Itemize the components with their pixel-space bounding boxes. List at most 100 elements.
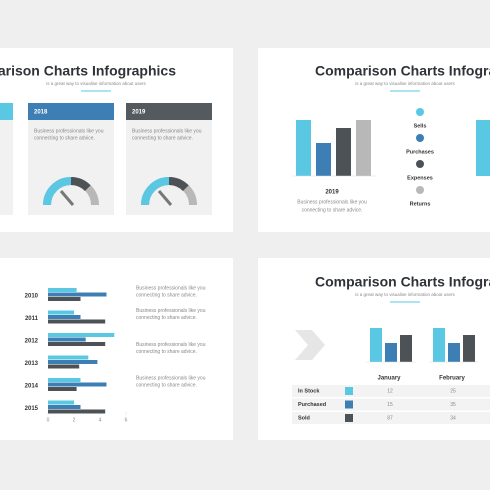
- slide-title: Comparison Charts Infographics: [315, 274, 490, 290]
- x-tick-label: 6: [125, 417, 128, 423]
- bar: [48, 409, 106, 414]
- caption: Business professionals like you: [297, 199, 367, 205]
- slide-subtitle: is a great way to visualise information …: [355, 81, 455, 86]
- note: connecting to share advice.: [136, 315, 197, 321]
- legend-dot: [416, 186, 424, 194]
- bar: [370, 328, 382, 362]
- legend-dot: [416, 108, 424, 116]
- legend-label: Sells: [414, 123, 427, 129]
- bar: [48, 364, 80, 369]
- card-body: [0, 120, 13, 215]
- table-cell: 34: [450, 415, 456, 421]
- row-label: Sold: [298, 415, 310, 421]
- table-cell: 25: [450, 388, 456, 394]
- bar: [48, 315, 81, 319]
- card-header: [28, 103, 114, 120]
- bar: [385, 343, 397, 362]
- year-label: 2012: [25, 339, 39, 345]
- year-label: 2011: [25, 316, 39, 322]
- chart-label: January: [377, 376, 401, 382]
- gauge-needle: [157, 190, 173, 206]
- bar: [448, 343, 460, 362]
- row-label: In Stock: [298, 388, 320, 394]
- bar: [463, 335, 475, 362]
- table-cell: 87: [387, 415, 393, 421]
- note: Business professionals like you: [136, 342, 206, 348]
- gauge-fill: [168, 177, 189, 192]
- card-text: connecting to share advice.: [34, 135, 95, 141]
- caption: connecting to share advice.: [302, 207, 363, 213]
- card-text: connecting to share advice.: [132, 135, 193, 141]
- table-cell: 35: [450, 402, 456, 408]
- table-cell: 15: [387, 402, 393, 408]
- table-row: [292, 385, 490, 397]
- cropped-bar: [476, 120, 490, 176]
- bar: [48, 355, 89, 360]
- bar: [48, 319, 106, 324]
- bar: [48, 400, 74, 405]
- gauge-fill: [141, 177, 170, 206]
- bar: [48, 342, 106, 346]
- bar: [48, 378, 81, 382]
- card-header: [126, 103, 212, 120]
- slide-subtitle: is a great way to visualise information …: [46, 81, 146, 86]
- bar: [296, 120, 311, 176]
- row-swatch: [345, 400, 353, 409]
- year-label: 2013: [25, 361, 39, 367]
- x-tick-label: 2: [73, 417, 76, 423]
- note: Business professionals like you: [136, 376, 206, 382]
- year-label: 2010: [25, 294, 39, 300]
- card-text: Business professionals like you: [132, 128, 202, 134]
- legend-label: Expenses: [407, 175, 433, 181]
- legend-dot: [416, 160, 424, 168]
- note: connecting to share advice.: [136, 383, 197, 389]
- card-year: 2019: [132, 110, 146, 116]
- note: connecting to share advice.: [136, 349, 197, 355]
- bar: [48, 405, 81, 409]
- caption-title: 2019: [325, 190, 339, 196]
- gauge-fill: [43, 177, 72, 206]
- bar: [48, 387, 77, 391]
- card-text: Business professionals like you: [34, 128, 104, 134]
- note: Business professionals like you: [136, 308, 206, 314]
- bar: [48, 297, 81, 301]
- table-row: [292, 412, 490, 424]
- chevron: [295, 330, 325, 360]
- card-body: [28, 120, 114, 215]
- gauge-fill: [70, 177, 91, 192]
- note: Business professionals like you: [136, 285, 206, 291]
- bar: [48, 333, 115, 337]
- slide-title: Comparison Charts Infographics: [315, 63, 490, 79]
- table-cell: 12: [387, 388, 393, 394]
- table-row: [292, 398, 490, 411]
- bar: [433, 328, 445, 362]
- bar: [48, 360, 98, 364]
- bar: [400, 335, 412, 362]
- x-tick-label: 0: [47, 417, 50, 423]
- year-label: 2015: [25, 406, 39, 412]
- note: connecting to share advice.: [136, 292, 197, 298]
- bar: [48, 382, 107, 387]
- bar: [48, 288, 77, 292]
- legend-label: Returns: [410, 201, 431, 207]
- row-label: Purchased: [298, 402, 326, 408]
- bar: [336, 128, 351, 176]
- bar: [48, 292, 107, 297]
- year-label: 2014: [25, 384, 39, 390]
- bar: [48, 310, 74, 315]
- slide-3: [0, 258, 233, 440]
- legend-dot: [416, 134, 424, 142]
- gauge-needle: [59, 190, 75, 206]
- card-body: [126, 120, 212, 215]
- row-swatch: [345, 414, 353, 422]
- chart-label: February: [439, 376, 465, 382]
- row-swatch: [345, 387, 353, 395]
- bar: [356, 120, 371, 176]
- card-header: [0, 103, 13, 120]
- x-tick-label: 4: [99, 417, 102, 423]
- slide-title: Comparison Charts Infographics: [0, 63, 176, 79]
- card-year: 2018: [34, 110, 48, 116]
- slide-subtitle: is a great way to visualise information …: [355, 292, 455, 297]
